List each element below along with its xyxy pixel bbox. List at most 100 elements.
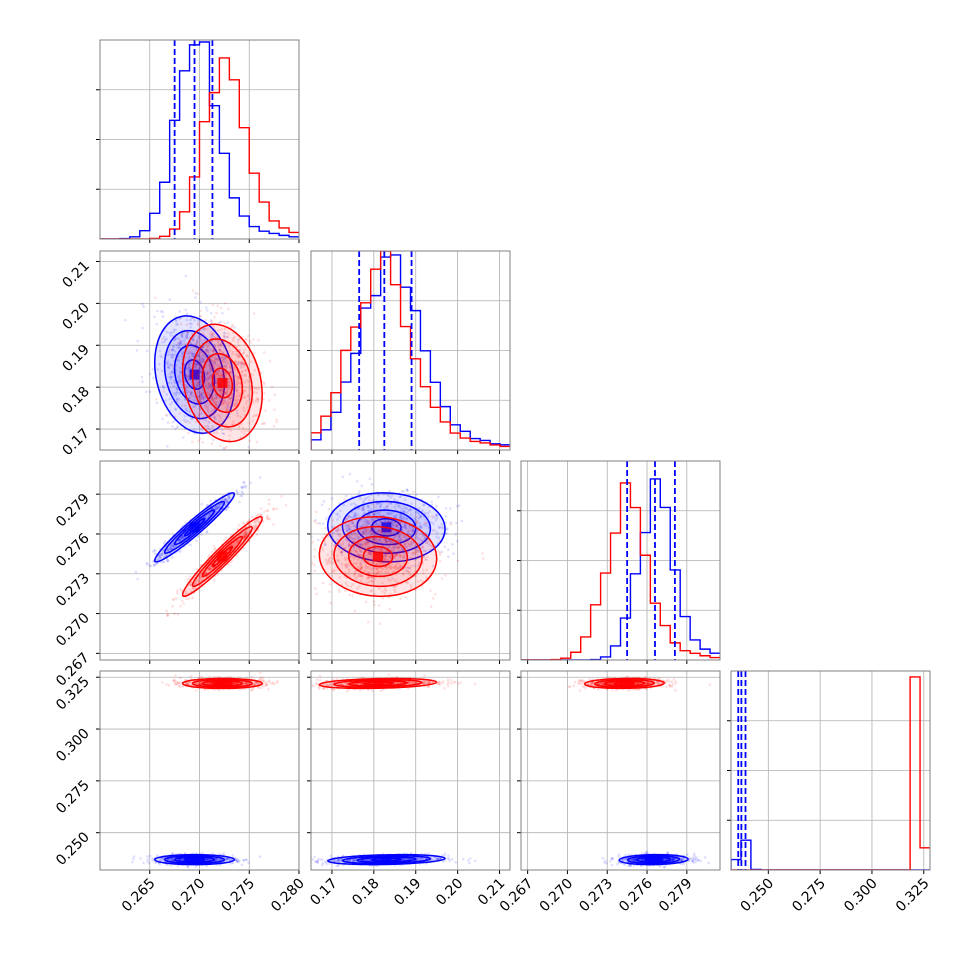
scatter-point (251, 515, 254, 519)
scatter-point (209, 385, 212, 388)
scatter-point (168, 548, 172, 551)
scatter-point (219, 399, 222, 403)
scatter-point (237, 360, 240, 364)
scatter-point (199, 575, 202, 578)
scatter-point (357, 565, 360, 569)
scatter-point (353, 609, 357, 613)
scatter-point (204, 318, 207, 322)
scatter-point (374, 563, 378, 566)
scatter-point (178, 538, 182, 541)
scatter-point (207, 372, 210, 375)
scatter-point (175, 320, 178, 323)
scatter-point (398, 534, 401, 538)
scatter-point (221, 432, 224, 435)
scatter-point (205, 373, 209, 377)
scatter-point (216, 372, 220, 376)
scatter-point (247, 379, 251, 383)
scatter-point (177, 359, 180, 363)
scatter-point (210, 442, 214, 445)
scatter-point (245, 531, 249, 535)
scatter-point (212, 350, 215, 353)
scatter-point (237, 361, 241, 364)
scatter-point (267, 399, 271, 402)
scatter-point (306, 538, 309, 541)
scatter-point (161, 310, 164, 314)
scatter-point (246, 394, 250, 398)
scatter-point (460, 519, 464, 523)
scatter-point (145, 563, 149, 566)
scatter-point (243, 348, 247, 351)
scatter-point (184, 521, 188, 525)
scatter-point (207, 360, 210, 363)
scatter-point (381, 597, 384, 600)
scatter-point (176, 591, 179, 595)
scatter-point (217, 405, 220, 409)
scatter-point (417, 512, 421, 516)
scatter-point (198, 361, 202, 365)
scatter-point (372, 546, 376, 550)
scatter-point (363, 513, 367, 517)
scatter-point (252, 527, 256, 530)
scatter-point (359, 543, 362, 547)
scatter-point (188, 365, 192, 368)
scatter-point (207, 420, 211, 424)
scatter-point (240, 490, 244, 494)
scatter-point (197, 354, 201, 357)
scatter-point (226, 321, 230, 324)
scatter-point (385, 539, 388, 542)
scatter-point (321, 522, 325, 525)
scatter-point (397, 536, 401, 539)
scatter-point (437, 550, 440, 553)
scatter-point (206, 378, 209, 382)
scatter-point (371, 502, 375, 506)
scatter-point (357, 553, 361, 557)
scatter-point (438, 559, 442, 563)
scatter-point (196, 382, 200, 386)
scatter-point (223, 327, 227, 331)
scatter-point (207, 427, 211, 431)
scatter-point (429, 521, 433, 524)
scatter-point (340, 550, 344, 554)
scatter-point (175, 426, 179, 429)
scatter-point (243, 536, 246, 539)
scatter-point (180, 589, 184, 593)
scatter-point (323, 543, 327, 546)
scatter-point (226, 498, 229, 501)
scatter-point (243, 534, 247, 538)
scatter-point (235, 389, 239, 393)
scatter-point (209, 567, 212, 571)
scatter-point (211, 366, 214, 370)
scatter-point (389, 540, 393, 543)
scatter-point (233, 403, 237, 406)
scatter-point (211, 398, 215, 401)
scatter-point (200, 360, 203, 363)
scatter-point (153, 296, 157, 300)
scatter-point (173, 457, 176, 460)
scatter-point (224, 390, 228, 394)
scatter-point (408, 566, 412, 570)
scatter-point (397, 504, 401, 507)
scatter-point (156, 368, 160, 371)
scatter-point (186, 330, 189, 334)
scatter-point (205, 372, 209, 375)
scatter-point (245, 337, 248, 341)
scatter-point (158, 554, 162, 558)
scatter-point (212, 408, 216, 411)
scatter-point (194, 345, 198, 348)
scatter-point (369, 508, 373, 511)
scatter-point (212, 399, 216, 403)
scatter-point (208, 396, 211, 400)
scatter-point (228, 496, 231, 500)
panel-frame (310, 250, 511, 451)
scatter-point (215, 377, 218, 381)
scatter-point (197, 439, 200, 443)
scatter-point (252, 390, 256, 394)
scatter-point (368, 521, 371, 524)
scatter-point (168, 331, 172, 335)
scatter-point (152, 564, 156, 567)
scatter-point (227, 451, 230, 454)
scatter-point (201, 388, 204, 392)
scatter-point (256, 513, 259, 517)
scatter-point (302, 574, 305, 577)
scatter-point (235, 387, 239, 391)
